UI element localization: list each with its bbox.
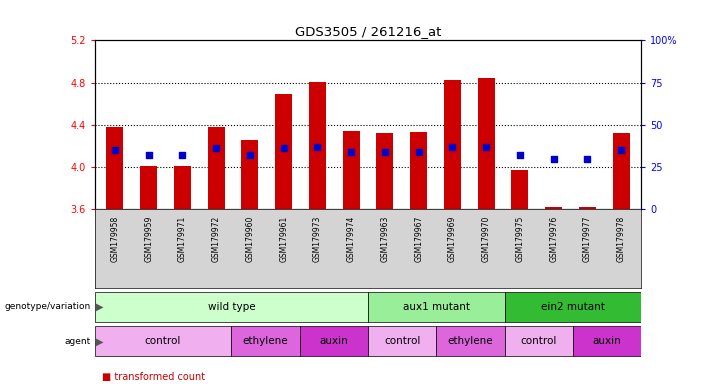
Bar: [573, 326, 641, 356]
Point: [346, 149, 357, 155]
Point: [615, 147, 627, 153]
Bar: [275, 94, 292, 209]
Bar: [477, 78, 495, 209]
Point: [515, 152, 526, 158]
Text: ▶: ▶: [96, 302, 104, 312]
Text: GSM179974: GSM179974: [347, 215, 355, 262]
Text: agent: agent: [65, 337, 91, 346]
Point: [278, 146, 290, 152]
Bar: [368, 292, 505, 322]
Point: [210, 146, 222, 152]
Text: GSM179977: GSM179977: [583, 215, 592, 262]
Bar: [505, 326, 573, 356]
Text: GSM179963: GSM179963: [381, 215, 389, 262]
Bar: [444, 81, 461, 209]
Bar: [231, 326, 300, 356]
Bar: [376, 133, 393, 209]
Text: genotype/variation: genotype/variation: [5, 302, 91, 311]
Text: ■ transformed count: ■ transformed count: [102, 372, 205, 382]
Bar: [579, 207, 596, 209]
Bar: [545, 207, 562, 209]
Bar: [174, 166, 191, 209]
Text: GSM179967: GSM179967: [414, 215, 423, 262]
Point: [447, 144, 458, 150]
Text: GSM179959: GSM179959: [144, 215, 153, 262]
Text: aux1 mutant: aux1 mutant: [403, 302, 470, 312]
Text: GSM179971: GSM179971: [178, 215, 187, 262]
Bar: [95, 292, 368, 322]
Text: GSM179960: GSM179960: [245, 215, 254, 262]
Text: auxin: auxin: [593, 336, 622, 346]
Text: control: control: [384, 336, 421, 346]
Bar: [207, 127, 224, 209]
Point: [312, 144, 323, 150]
Point: [143, 152, 154, 158]
Point: [177, 152, 188, 158]
Text: control: control: [521, 336, 557, 346]
Text: GSM179976: GSM179976: [549, 215, 558, 262]
Text: ethylene: ethylene: [448, 336, 494, 346]
Point: [379, 149, 390, 155]
Bar: [613, 133, 629, 209]
Bar: [436, 326, 505, 356]
Text: auxin: auxin: [320, 336, 348, 346]
Text: wild type: wild type: [207, 302, 255, 312]
Bar: [343, 131, 360, 209]
Text: ein2 mutant: ein2 mutant: [541, 302, 605, 312]
Point: [548, 156, 559, 162]
Bar: [368, 326, 436, 356]
Bar: [241, 140, 259, 209]
Point: [109, 147, 121, 153]
Point: [244, 152, 255, 158]
Bar: [107, 127, 123, 209]
Bar: [300, 326, 368, 356]
Point: [582, 156, 593, 162]
Bar: [410, 132, 427, 209]
Text: ▶: ▶: [96, 336, 104, 346]
Text: ethylene: ethylene: [243, 336, 288, 346]
Text: control: control: [145, 336, 181, 346]
Text: GSM179978: GSM179978: [617, 215, 626, 262]
Bar: [505, 292, 641, 322]
Bar: [140, 166, 157, 209]
Bar: [309, 81, 326, 209]
Title: GDS3505 / 261216_at: GDS3505 / 261216_at: [295, 25, 441, 38]
Bar: [512, 170, 529, 209]
Text: GSM179972: GSM179972: [212, 215, 221, 262]
Point: [481, 144, 492, 150]
Text: GSM179969: GSM179969: [448, 215, 457, 262]
Text: GSM179961: GSM179961: [279, 215, 288, 262]
Bar: [95, 326, 231, 356]
Text: GSM179973: GSM179973: [313, 215, 322, 262]
Text: GSM179970: GSM179970: [482, 215, 491, 262]
Text: GSM179975: GSM179975: [515, 215, 524, 262]
Text: GSM179958: GSM179958: [110, 215, 119, 262]
Point: [413, 149, 424, 155]
